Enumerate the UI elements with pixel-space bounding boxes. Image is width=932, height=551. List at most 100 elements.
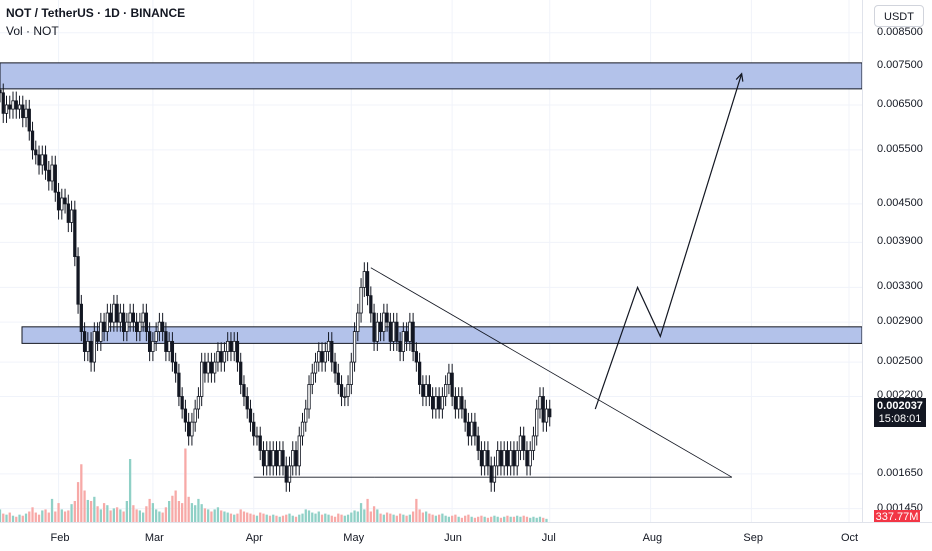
candle-body [56,191,61,211]
price-tick-label: 0.002900 [877,315,923,328]
volume-bar [330,515,333,522]
candle-body [187,421,191,437]
candle-body [206,361,210,374]
currency-button[interactable]: USDT [874,5,924,27]
volume-bar [519,516,522,522]
volume-bar [83,490,86,522]
candlestick-chart[interactable] [0,0,862,522]
candle-body [242,384,246,397]
candle-body [151,340,155,352]
volume-bar [434,515,438,522]
candle-body [356,312,360,332]
candle-body [235,340,240,363]
volume-bar [291,515,294,522]
candle-body [134,321,139,332]
volume-bar [281,515,285,522]
candle-body [63,197,67,205]
volume-bar [239,509,242,522]
candle-body [450,372,454,397]
volume-bar [424,511,428,522]
candle-body [512,450,516,467]
volume-bar [54,511,57,522]
time-axis[interactable] [0,522,932,551]
volume-bar [337,513,340,522]
candle-body [34,149,38,156]
volume-bar [363,509,366,522]
candle-body [170,340,175,363]
candle-body [157,321,162,332]
candle-body [281,450,285,467]
candle-body [372,312,376,342]
volume-bar [229,513,233,522]
volume-bar [411,511,415,522]
candle-body [499,450,503,467]
volume-bar [447,516,451,522]
price-scale[interactable] [862,0,932,522]
volume-indicator-label[interactable]: Vol · NOT [6,24,59,38]
candle-body [326,340,331,352]
candle-body [411,321,415,352]
volume-bar [213,509,216,522]
candle-body [216,351,220,363]
projection-arrowhead [735,72,744,82]
volume-bar [242,511,246,522]
candle-body [4,104,9,114]
chart-plot-area[interactable] [0,0,862,522]
volume-bar [490,516,493,522]
candle-body [330,340,334,363]
volume-bar [421,512,425,522]
candle-body [229,340,233,352]
candle-body [79,303,83,332]
candle-body [125,321,129,332]
volume-bar [311,512,314,522]
volume-bar [486,517,490,522]
symbol-title[interactable]: NOT / TetherUS · 1D · BINANCE [6,6,186,20]
volume-bar [106,505,109,522]
price-tick-label: 0.007500 [877,59,923,72]
candle-body [505,450,510,467]
volume-bar [428,513,431,522]
volume-bar [122,511,125,522]
volume-bar [522,515,525,522]
month-label: Aug [642,532,663,544]
volume-bar [15,516,18,522]
volume-bar [197,498,200,522]
volume-bar [21,515,24,522]
candle-body [102,321,106,332]
volume-bar [314,513,317,522]
candle-body [343,396,347,398]
volume-bar [99,509,102,522]
volume-bar [509,516,512,522]
volume-bar [148,498,151,522]
projection-path [594,73,743,410]
candle-body [460,396,464,410]
candle-body [479,450,484,467]
volume-bar [145,506,148,522]
candle-body [66,203,70,223]
volume-bar [288,513,291,522]
candle-body [82,331,87,352]
volume-bar [298,514,301,522]
candle-body [11,100,15,110]
price-tick-label: 0.001650 [877,466,923,479]
volume-bar [226,512,229,522]
volume-bar [135,509,138,522]
volume-bar [109,510,112,522]
volume-bar [207,509,210,522]
candle-body [528,450,532,467]
candle-body [138,321,142,332]
volume-bar [294,516,298,522]
volume-bar [402,514,405,522]
candle-body [27,108,31,132]
candle-body [421,384,425,397]
volume-bar [454,514,457,522]
volume-bar [542,517,545,522]
candle-body [17,104,22,110]
volume-bar [67,510,70,522]
volume-bar [190,503,194,522]
candle-body [453,396,458,410]
candle-body [346,384,350,397]
volume-bar [346,514,350,522]
candle-body [239,361,243,385]
month-label: Mar [144,532,164,544]
